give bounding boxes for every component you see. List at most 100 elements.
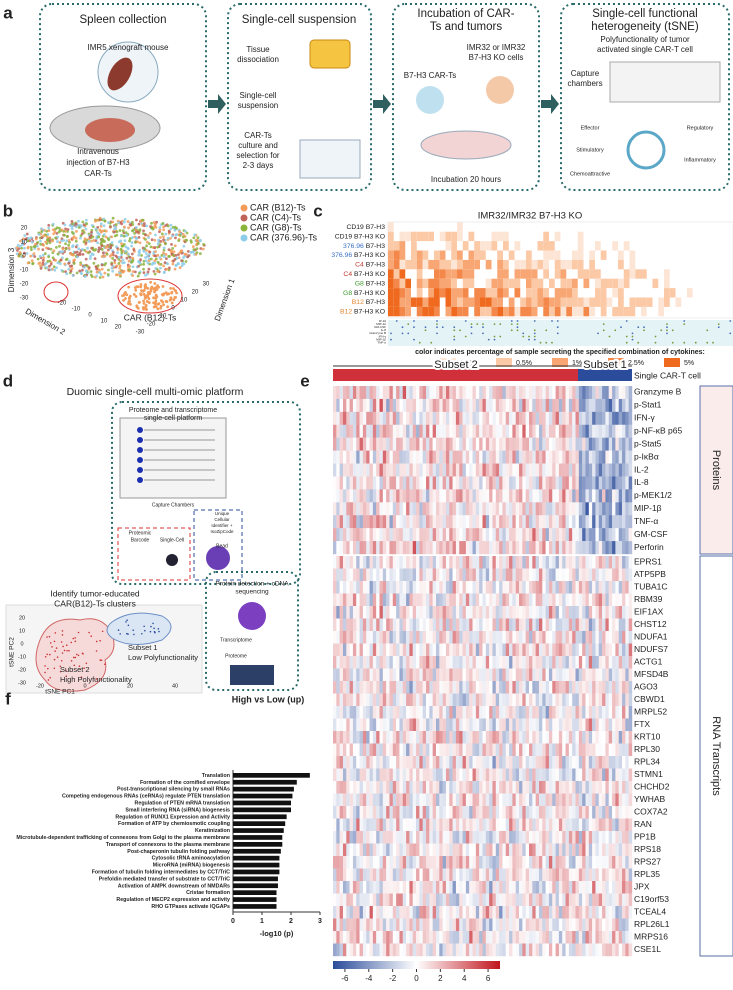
heat-cell [619,556,623,569]
heat-cell [466,464,470,477]
heat-cell [366,619,370,632]
heat-cell [380,594,384,607]
scatter-dot [27,262,30,265]
heat-cell [619,619,623,632]
heat-cell [559,656,563,669]
heat-cell [562,819,566,832]
heat-cell [526,819,530,832]
heat-cell [612,719,616,732]
arrow [541,94,559,114]
platform-label: IsoZipCode [210,529,234,534]
heat-cell [559,476,563,489]
heat-cell [360,781,364,794]
scatter-dot [91,252,94,255]
heat-cell [612,669,616,682]
heat-cell [443,631,447,644]
heat-cell [376,569,380,582]
heat-cell [473,399,477,412]
scatter-dot [83,223,86,226]
heat-cell [416,831,420,844]
heat-cell [595,806,599,819]
tick-label: 20 [192,290,199,296]
heat-cell [612,756,616,769]
heat-cell [340,581,344,594]
scatter-dot [149,245,152,248]
tsne-dot [133,634,135,636]
heat-cell [423,744,427,757]
scatter-dot [111,270,114,273]
heat-cell [502,451,506,464]
heat-cell [559,794,563,807]
scatter-dot [158,226,161,229]
heat-cell [336,569,340,582]
heat-cell [526,386,530,399]
heat-cell [353,386,357,399]
heat-cell [502,412,506,425]
heat-cell [569,412,573,425]
heat-cell [559,769,563,782]
combination-cell [405,298,411,307]
heat-cell [512,706,516,719]
combination-cell [388,232,394,241]
heat-cell [406,515,410,528]
heat-cell [416,781,420,794]
step-note: IMR5 xenograft mouse [88,43,169,52]
heat-cell [629,594,633,607]
scatter-dot [42,244,45,247]
cytokine-dot [551,342,553,344]
heat-cell [456,606,460,619]
heat-cell [373,581,377,594]
heat-cell [403,644,407,657]
heat-cell [389,399,393,412]
combination-cell [595,279,601,288]
heat-cell [370,706,374,719]
step-note: Effector [581,125,600,131]
heat-cell [562,681,566,694]
heat-cell [595,451,599,464]
heat-cell [602,719,606,732]
cytokine-dot [706,329,708,331]
heat-cell [333,669,337,682]
heat-cell [585,412,589,425]
heat-cell [333,581,337,594]
heat-cell [340,844,344,857]
heat-cell [333,386,337,399]
heat-cell [473,594,477,607]
heat-cell [492,681,496,694]
heat-cell [489,731,493,744]
combination-cell [658,298,664,307]
heat-cell [489,594,493,607]
heat-cell [396,656,400,669]
heat-cell [499,719,503,732]
heat-cell [599,515,603,528]
heat-cell [539,719,543,732]
combination-cell [589,307,595,316]
heat-cell [522,399,526,412]
combination-cell [664,269,670,278]
heat-cell [496,794,500,807]
tsne-dot [44,672,46,674]
heat-cell [506,619,510,632]
heat-cell [449,581,453,594]
heat-cell [439,694,443,707]
heat-cell [512,794,516,807]
heat-cell [546,412,550,425]
heat-cell [622,541,626,554]
heat-cell [363,619,367,632]
heat-cell [386,438,390,451]
heat-cell [512,731,516,744]
scatter-dot [120,234,123,237]
heat-cell [556,386,560,399]
heat-cell [403,669,407,682]
heat-cell [426,756,430,769]
combination-cell [463,260,469,269]
combination-cell [549,279,555,288]
tsne-dot [61,660,63,662]
heat-cell [506,769,510,782]
heat-cell [386,669,390,682]
heat-cell [439,731,443,744]
heat-cell [566,781,570,794]
heat-cell [576,831,580,844]
heat-cell [585,719,589,732]
scatter-dot [49,239,52,242]
